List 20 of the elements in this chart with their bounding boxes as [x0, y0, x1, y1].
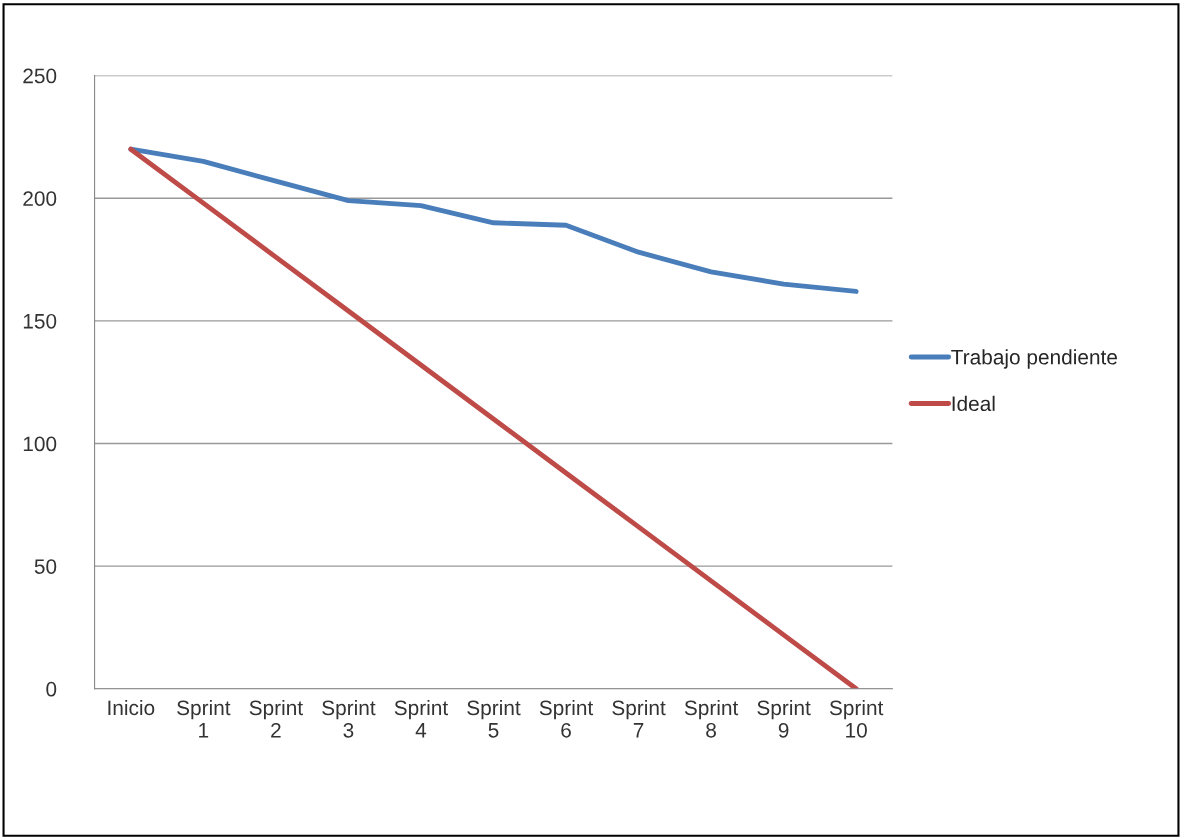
x-tick-label: Sprint 1: [177, 699, 231, 738]
x-tick-label: Sprint 6: [539, 699, 594, 738]
y-tick-label: 100: [23, 436, 57, 452]
legend-label: Trabajo pendiente: [951, 349, 1117, 369]
x-tick-label: Sprint 4: [394, 699, 449, 738]
x-tick-label: Sprint 8: [684, 699, 739, 738]
y-tick-label: 250: [23, 68, 57, 84]
y-tick-label: 0: [46, 681, 57, 697]
line-series: [128, 146, 859, 689]
x-tick-label: Sprint 3: [322, 699, 376, 738]
legend-label: Ideal: [952, 395, 995, 412]
x-tick-label: Sprint 10: [829, 699, 884, 738]
y-tick-label: 200: [23, 191, 57, 206]
x-tick-label: Sprint 5: [467, 699, 521, 738]
x-tick-label: Inicio: [108, 699, 155, 716]
x-tick-label: Sprint 9: [757, 699, 811, 738]
x-tick-label: Sprint 7: [612, 699, 666, 738]
y-tick-label: 150: [23, 313, 57, 329]
y-tick-label: 50: [34, 559, 57, 574]
x-tick-label: Sprint 2: [249, 699, 303, 738]
